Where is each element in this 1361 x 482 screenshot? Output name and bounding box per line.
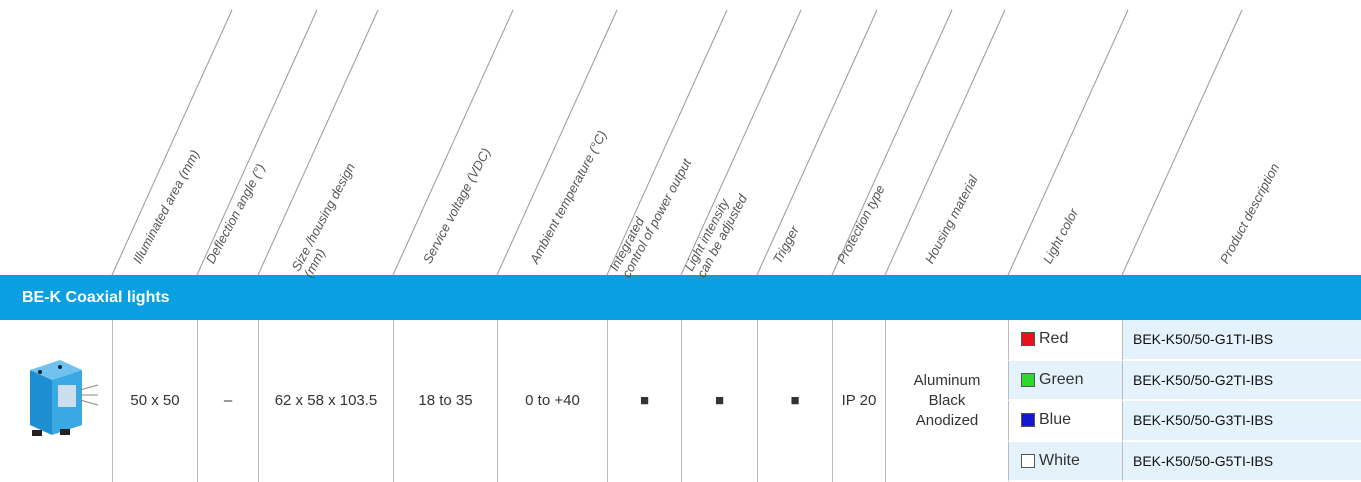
color-name: Green xyxy=(1039,370,1084,388)
light-color: White xyxy=(1008,441,1122,482)
divider xyxy=(196,9,318,276)
swatch xyxy=(1021,372,1035,387)
cell: – xyxy=(197,320,258,482)
divider xyxy=(606,9,728,276)
cell: 62 x 58 x 103.5 xyxy=(258,320,393,482)
light-color: Red xyxy=(1008,320,1122,361)
cell: ■ xyxy=(681,320,757,482)
divider xyxy=(111,9,233,276)
light-color: Blue xyxy=(1008,401,1122,442)
cell: IP 20 xyxy=(832,320,885,482)
divider xyxy=(496,9,618,276)
divider xyxy=(680,9,802,276)
swatch xyxy=(1021,453,1035,468)
divider xyxy=(884,9,1006,276)
color-name: White xyxy=(1039,451,1080,469)
product: BEK-K50/50-G3TI-IBS xyxy=(1122,401,1361,442)
cell: 0 to +40 xyxy=(497,320,607,482)
swatch xyxy=(1021,413,1035,428)
swatch xyxy=(1021,332,1035,347)
cell: ■ xyxy=(607,320,681,482)
divider xyxy=(257,9,379,276)
product: BEK-K50/50-G2TI-IBS xyxy=(1122,360,1361,401)
cell: Aluminum Black Anodized xyxy=(885,320,1008,482)
cell: 50 x 50 xyxy=(112,320,197,482)
divider xyxy=(831,9,953,276)
divider xyxy=(392,9,514,276)
divider xyxy=(756,9,878,276)
divider xyxy=(1007,9,1129,276)
product-image xyxy=(30,360,99,436)
section-title: BE-K Coaxial lights xyxy=(0,275,1361,320)
cell: 18 to 35 xyxy=(393,320,497,482)
color-name: Blue xyxy=(1039,411,1072,429)
divider xyxy=(1121,9,1243,276)
cell: ■ xyxy=(757,320,832,482)
product: BEK-K50/50-G1TI-IBS xyxy=(1122,320,1361,361)
light-color: Green xyxy=(1008,360,1122,401)
color-name: Red xyxy=(1039,330,1069,348)
product: BEK-K50/50-G5TI-IBS xyxy=(1122,441,1361,482)
